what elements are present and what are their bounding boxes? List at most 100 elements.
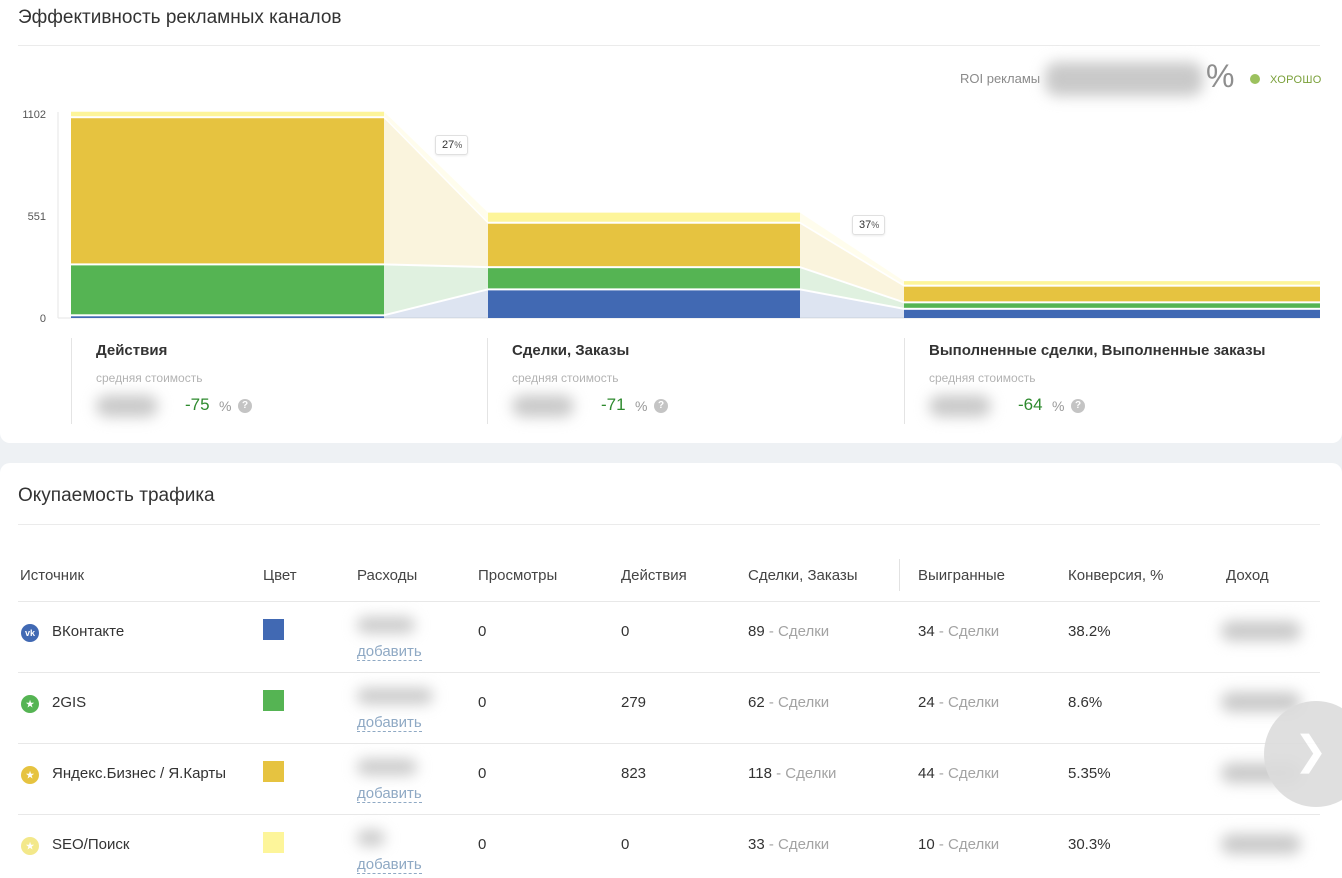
stage-title: Выполненные сделки, Выполненные заказы (929, 342, 1266, 359)
views-value: 0 (478, 836, 487, 853)
column-header-won[interactable]: Выигранные (918, 567, 1006, 584)
views-value: 0 (478, 623, 487, 640)
ad-channels-title: Эффективность рекламных каналов (18, 7, 342, 28)
color-swatch[interactable] (263, 832, 284, 853)
roi-unit: % (1206, 58, 1235, 94)
star-icon: ★ (21, 837, 39, 855)
column-divider (899, 559, 900, 591)
table-row: ★ Яндекс.Бизнес / Я.Карты добавить 0 823… (18, 743, 1320, 814)
avg-cost-hidden (929, 395, 991, 417)
column-header-costs[interactable]: Расходы (357, 567, 418, 584)
stage-title: Действия (96, 342, 168, 359)
funnel-bar (71, 265, 384, 315)
deals-value: 89 - Сделки (748, 623, 830, 640)
funnel-bar (71, 111, 384, 117)
stage-subtitle: средняя стоимость (96, 371, 203, 385)
column-header-deals[interactable]: Сделки, Заказы (748, 567, 858, 584)
avg-cost-hidden (96, 395, 158, 417)
funnel-bar (904, 281, 1320, 285)
funnel-bar (904, 286, 1320, 302)
stage-unit: % (635, 398, 648, 414)
color-swatch[interactable] (263, 761, 284, 782)
color-swatch[interactable] (263, 690, 284, 711)
y-tick-label: 1102 (22, 109, 46, 121)
y-tick-label: 551 (28, 211, 46, 223)
cost-hidden (357, 617, 415, 633)
funnel-bar (488, 223, 800, 267)
divider (18, 45, 1320, 46)
cost-hidden (357, 688, 433, 704)
funnel-bar (71, 316, 384, 318)
funnel-bar (904, 303, 1320, 308)
income-hidden (1221, 621, 1301, 641)
star-icon: ★ (21, 766, 39, 784)
source-name: SEO/Поиск (52, 836, 130, 853)
conversion-value: 8.6% (1068, 694, 1103, 711)
funnel-flow (800, 212, 904, 285)
funnel-bar (488, 212, 800, 222)
table-row: ★ 2GIS добавить 0 279 62 - Сделки 24 - С… (18, 672, 1320, 743)
funnel-bar (488, 268, 800, 289)
add-cost-link[interactable]: добавить (357, 643, 422, 661)
table-row: ★ SEO/Поиск добавить 0 0 33 - Сделки 10 … (18, 814, 1320, 878)
conversion-tag-1: 27% (435, 135, 469, 155)
actions-value: 0 (621, 623, 630, 640)
funnel-bar (488, 290, 800, 318)
stage-change: -71 (601, 395, 626, 414)
next-button[interactable]: ❯ (1264, 701, 1342, 807)
column-header-income[interactable]: Доход (1226, 567, 1269, 584)
stage-unit: % (219, 398, 232, 414)
income-hidden (1221, 692, 1301, 712)
help-icon[interactable]: ? (238, 399, 252, 413)
stage-actions: Действия средняя стоимость -75 % ? (71, 338, 487, 424)
income-hidden (1221, 834, 1301, 854)
conversion-value: 38.2% (1068, 623, 1111, 640)
ad-channels-card: Эффективность рекламных каналов ROI рекл… (0, 0, 1342, 443)
column-header-views[interactable]: Просмотры (478, 567, 558, 584)
funnel-flow (800, 268, 904, 308)
table-row: vk ВКонтакте добавить 0 0 89 - Сделки 34… (18, 601, 1320, 672)
source-name: Яндекс.Бизнес / Я.Карты (52, 765, 227, 782)
stage-unit: % (1052, 398, 1065, 414)
funnel-flow (800, 290, 904, 318)
cost-hidden (357, 830, 385, 846)
stage-change: -75 (185, 395, 210, 414)
funnel-flow (384, 265, 488, 315)
won-value: 34 - Сделки (918, 623, 1000, 640)
traffic-title: Окупаемость трафика (18, 485, 215, 506)
help-icon[interactable]: ? (654, 399, 668, 413)
funnel-flow (384, 118, 488, 267)
add-cost-link[interactable]: добавить (357, 785, 422, 803)
funnel-bar (71, 118, 384, 264)
won-value: 24 - Сделки (918, 694, 1000, 711)
avg-cost-hidden (512, 395, 574, 417)
stage-deals: Сделки, Заказы средняя стоимость -71 % ? (487, 338, 903, 424)
views-value: 0 (478, 765, 487, 782)
add-cost-link[interactable]: добавить (357, 714, 422, 732)
actions-value: 823 (621, 765, 647, 782)
cost-hidden (357, 759, 417, 775)
stage-completed: Выполненные сделки, Выполненные заказы с… (904, 338, 1324, 424)
stage-subtitle: средняя стоимость (929, 371, 1036, 385)
conversion-value: 5.35% (1068, 765, 1111, 782)
funnel-flow (384, 111, 488, 222)
won-value: 44 - Сделки (918, 765, 1000, 782)
actions-value: 279 (621, 694, 647, 711)
help-icon[interactable]: ? (1071, 399, 1085, 413)
column-header-source[interactable]: Источник (20, 567, 85, 584)
add-cost-link[interactable]: добавить (357, 856, 422, 874)
funnel-flow (384, 290, 488, 318)
roi-status: ХОРОШО (1270, 74, 1322, 86)
conversion-value: 30.3% (1068, 836, 1111, 853)
actions-value: 0 (621, 836, 630, 853)
column-header-conversion[interactable]: Конверсия, % (1068, 567, 1164, 584)
column-header-actions[interactable]: Действия (621, 567, 687, 584)
vk-icon: vk (21, 624, 39, 642)
divider (18, 524, 1320, 525)
deals-value: 118 - Сделки (748, 765, 837, 782)
source-name: 2GIS (52, 694, 87, 711)
views-value: 0 (478, 694, 487, 711)
color-swatch[interactable] (263, 619, 284, 640)
deals-value: 33 - Сделки (748, 836, 830, 853)
column-header-color[interactable]: Цвет (263, 567, 297, 584)
